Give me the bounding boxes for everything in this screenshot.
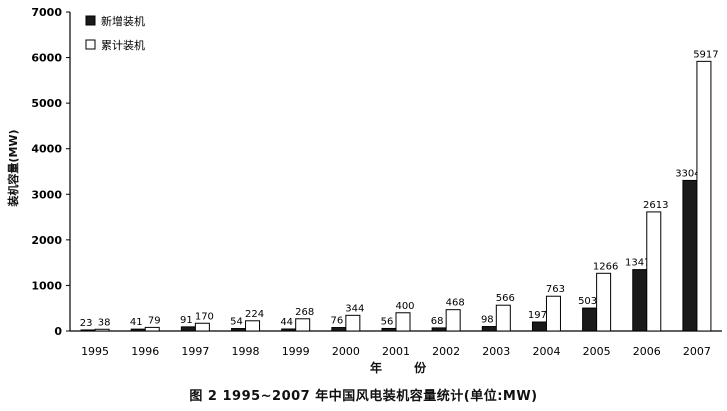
data-label-new: 44 bbox=[280, 317, 293, 328]
bar-cumulative-capacity bbox=[295, 318, 311, 332]
bar-new-capacity bbox=[582, 307, 598, 332]
bar-new-capacity bbox=[180, 326, 196, 332]
data-label-cumulative: 566 bbox=[496, 293, 515, 304]
bar-new-capacity bbox=[331, 327, 347, 332]
bar-new-capacity bbox=[531, 321, 547, 332]
bar-cumulative-capacity bbox=[245, 320, 261, 332]
data-label-new: 23 bbox=[80, 318, 93, 329]
bar-cumulative-capacity bbox=[545, 295, 561, 332]
y-tick-label: 1000 bbox=[31, 279, 62, 292]
x-tick-label: 2000 bbox=[332, 345, 360, 358]
x-tick-label: 2003 bbox=[482, 345, 510, 358]
x-tick-label: 1995 bbox=[81, 345, 109, 358]
bar-cumulative-capacity bbox=[144, 326, 160, 332]
data-label-new: 54 bbox=[230, 317, 243, 328]
y-tick-label: 5000 bbox=[31, 97, 62, 110]
data-label-cumulative: 79 bbox=[148, 315, 161, 326]
x-tick-label: 2005 bbox=[583, 345, 611, 358]
bar-cumulative-capacity bbox=[395, 312, 411, 332]
bar-new-capacity bbox=[231, 328, 247, 332]
bar-cumulative-capacity bbox=[194, 322, 210, 332]
bar-new-capacity bbox=[481, 326, 497, 332]
bar-cumulative-capacity bbox=[94, 328, 110, 332]
x-tick-label: 2001 bbox=[382, 345, 410, 358]
data-label-cumulative: 268 bbox=[295, 307, 314, 318]
data-label-new: 197 bbox=[528, 310, 547, 321]
data-label-new: 503 bbox=[578, 296, 597, 307]
x-tick-label: 2004 bbox=[532, 345, 560, 358]
y-tick-label: 0 bbox=[54, 325, 62, 338]
x-tick-label: 1997 bbox=[181, 345, 209, 358]
data-label-new: 1347 bbox=[625, 258, 650, 269]
legend-swatch bbox=[85, 15, 96, 26]
x-tick-label: 2007 bbox=[683, 345, 711, 358]
bar-new-capacity bbox=[381, 327, 397, 332]
data-label-cumulative: 400 bbox=[395, 301, 414, 312]
y-axis-label: 装机容量(MW) bbox=[7, 129, 20, 207]
data-label-cumulative: 2613 bbox=[643, 200, 668, 211]
data-label-new: 76 bbox=[330, 316, 343, 327]
bar-cumulative-capacity bbox=[646, 211, 662, 332]
x-axis-label: 年 份 bbox=[370, 361, 441, 375]
legend-label: 新增装机 bbox=[101, 14, 145, 28]
bar-new-capacity bbox=[682, 179, 698, 332]
data-label-cumulative: 468 bbox=[446, 298, 465, 309]
data-label-new: 98 bbox=[481, 315, 494, 326]
data-label-new: 68 bbox=[431, 316, 444, 327]
bar-cumulative-capacity bbox=[696, 60, 712, 332]
bar-cumulative-capacity bbox=[445, 309, 461, 332]
bar-new-capacity bbox=[431, 327, 447, 332]
legend-label: 累计装机 bbox=[101, 38, 145, 52]
bar-new-capacity bbox=[130, 328, 146, 332]
data-label-cumulative: 38 bbox=[98, 317, 111, 328]
bar-cumulative-capacity bbox=[596, 272, 612, 332]
bar-new-capacity bbox=[632, 269, 648, 332]
legend-swatch bbox=[85, 39, 96, 50]
data-label-new: 41 bbox=[130, 317, 143, 328]
x-tick-label: 2002 bbox=[432, 345, 460, 358]
data-label-cumulative: 5917 bbox=[693, 49, 718, 60]
data-label-cumulative: 1266 bbox=[593, 261, 618, 272]
y-tick-label: 7000 bbox=[31, 6, 62, 19]
y-tick-label: 6000 bbox=[31, 52, 62, 65]
data-label-new: 56 bbox=[381, 316, 394, 327]
y-tick-label: 3000 bbox=[31, 188, 62, 201]
figure-caption: 图 2 1995~2007 年中国风电装机容量统计(单位:MW) bbox=[189, 389, 538, 404]
bar-cumulative-capacity bbox=[495, 304, 511, 332]
bar-new-capacity bbox=[80, 329, 96, 332]
x-tick-label: 1996 bbox=[131, 345, 159, 358]
data-label-cumulative: 763 bbox=[546, 284, 565, 295]
y-tick-label: 4000 bbox=[31, 143, 62, 156]
bar-new-capacity bbox=[281, 328, 297, 332]
data-label-cumulative: 170 bbox=[195, 311, 214, 322]
data-label-cumulative: 224 bbox=[245, 309, 264, 320]
x-tick-label: 2006 bbox=[633, 345, 661, 358]
bar-cumulative-capacity bbox=[345, 314, 361, 332]
x-tick-label: 1998 bbox=[232, 345, 260, 358]
x-tick-label: 1999 bbox=[282, 345, 310, 358]
data-label-new: 3304 bbox=[675, 168, 700, 179]
y-tick-label: 2000 bbox=[31, 234, 62, 247]
data-label-new: 91 bbox=[180, 315, 193, 326]
data-label-cumulative: 344 bbox=[345, 303, 364, 314]
